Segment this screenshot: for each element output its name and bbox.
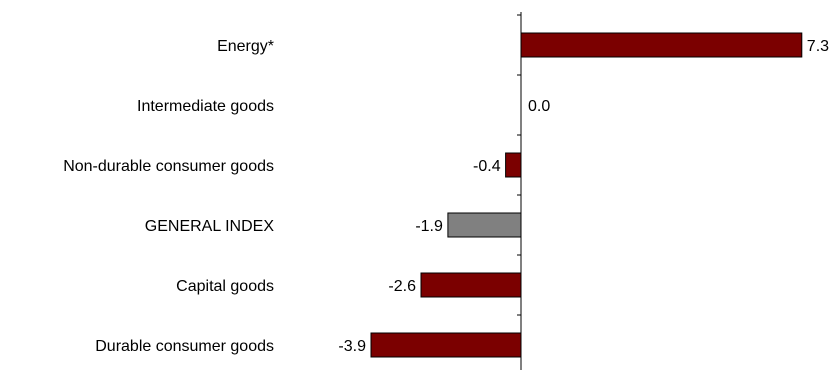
category-label-durable-consumer-goods: Durable consumer goods [95,338,274,355]
category-label-energy: Energy* [217,38,274,55]
bar-energy [520,32,803,58]
value-label-intermediate-goods: 0.0 [528,98,550,115]
value-label-durable-consumer-goods: -3.9 [338,338,366,355]
category-label-intermediate-goods: Intermediate goods [137,98,274,115]
category-label-non-durable-consumer-goods: Non-durable consumer goods [63,158,274,175]
category-label-general-index: GENERAL INDEX [145,218,275,235]
value-label-energy: 7.3 [807,38,829,55]
labels-layer: Energy* 7.3 Intermediate goods 0.0 Non-durab… [63,38,829,355]
bar-capital-goods [420,272,522,298]
value-label-capital-goods: -2.6 [388,278,416,295]
category-label-capital-goods: Capital goods [176,278,274,295]
value-label-general-index: -1.9 [415,218,443,235]
bar-non-durable-consumer-goods [505,152,522,178]
value-label-non-durable-consumer-goods: -0.4 [473,158,501,175]
bars-layer [370,32,803,358]
bar-general-index [447,212,522,238]
zero-axis [517,12,522,370]
bar-durable-consumer-goods [370,332,522,358]
